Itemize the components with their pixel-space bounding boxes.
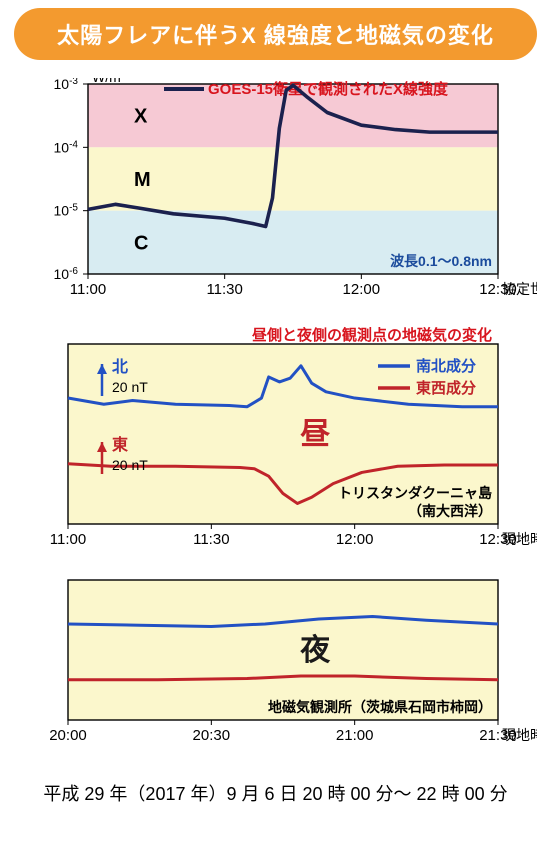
svg-text:東: 東 <box>112 435 128 454</box>
chart1-legend: GOES-15衛星で観測されたX線強度 <box>208 80 449 98</box>
svg-text:現地時間: 現地時間 <box>502 727 537 743</box>
svg-text:21:00: 21:00 <box>336 727 374 744</box>
svg-text:10-4: 10-4 <box>54 139 79 156</box>
svg-text:C: C <box>134 232 148 254</box>
svg-text:10-3: 10-3 <box>54 78 79 92</box>
svg-text:11:00: 11:00 <box>70 281 106 298</box>
page-title: 太陽フレアに伴うX 線強度と地磁気の変化 <box>14 8 537 60</box>
svg-text:X: X <box>134 106 148 128</box>
chart-subtitle: 昼側と夜側の観測点の地磁気の変化 <box>252 326 492 344</box>
svg-text:12:00: 12:00 <box>343 281 381 298</box>
svg-text:協定世界時: 協定世界時 <box>502 281 537 297</box>
date-caption: 平成 29 年（2017 年）9 月 6 日 20 時 00 分～ 22 時 0… <box>14 770 537 812</box>
location-label: （南大西洋） <box>408 503 492 519</box>
svg-text:12:00: 12:00 <box>336 531 374 548</box>
svg-text:20:30: 20:30 <box>193 727 231 744</box>
svg-text:10-6: 10-6 <box>54 266 79 283</box>
geomagnetic-day-chart: 昼側と夜側の観測点の地磁気の変化11:0011:3012:0012:30現地時間… <box>14 324 537 568</box>
svg-text:11:30: 11:30 <box>206 281 242 298</box>
svg-text:10-5: 10-5 <box>54 202 79 219</box>
y-unit: W/m² <box>92 78 126 85</box>
geomagnetic-night-chart: 20:0020:3021:0021:30現地時間夜地磁気観測所（茨城県石岡市柿岡… <box>14 574 537 764</box>
xray-intensity-chart: 10-310-410-510-6W/m²11:0011:3012:0012:30… <box>14 78 537 318</box>
day-night-label: 夜 <box>299 633 331 667</box>
svg-text:20 nT: 20 nT <box>112 457 148 473</box>
svg-text:東西成分: 東西成分 <box>416 379 476 397</box>
wavelength-note: 波長0.1～0.8nm <box>390 253 492 269</box>
svg-text:M: M <box>134 169 151 191</box>
svg-text:20 nT: 20 nT <box>112 379 148 395</box>
svg-text:20:00: 20:00 <box>49 727 87 744</box>
svg-text:南北成分: 南北成分 <box>416 357 476 375</box>
svg-text:11:30: 11:30 <box>193 531 229 548</box>
location-label: トリスタンダクーニャ島 <box>338 485 492 501</box>
day-night-label: 昼 <box>300 418 330 451</box>
location-label: 地磁気観測所（茨城県石岡市柿岡） <box>268 699 492 715</box>
svg-text:現地時間: 現地時間 <box>502 531 537 547</box>
svg-text:11:00: 11:00 <box>50 531 86 548</box>
svg-text:北: 北 <box>112 358 128 376</box>
